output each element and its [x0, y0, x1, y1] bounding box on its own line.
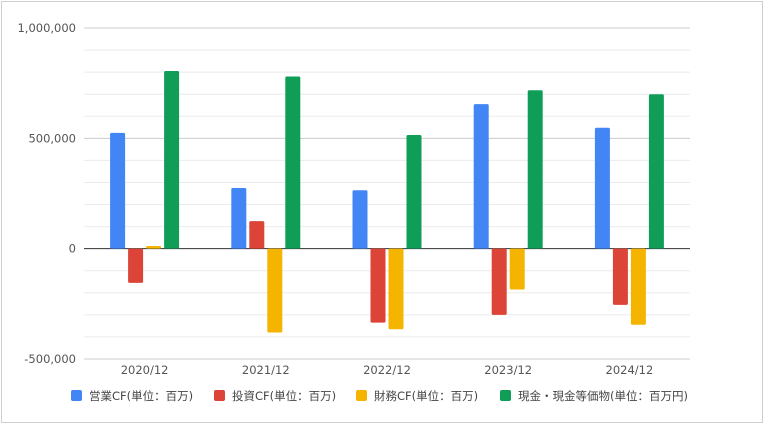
bar-3-2022-12	[388, 248, 404, 330]
legend-label: 財務CF(単位：百万)	[374, 389, 478, 403]
bar-1-2020-12	[110, 132, 126, 249]
bar-1-2023-12	[473, 104, 489, 249]
bar-2-2021-12	[249, 221, 265, 249]
y-tick-label: 0	[69, 242, 76, 256]
bar-2-2023-12	[491, 248, 507, 315]
bar-1-2021-12	[231, 187, 247, 249]
bar-4-2024-12	[648, 94, 664, 249]
bars	[110, 71, 664, 333]
legend-swatch	[71, 390, 82, 401]
bar-3-2024-12	[630, 248, 646, 325]
bar-4-2021-12	[285, 76, 301, 249]
bar-1-2022-12	[352, 190, 368, 249]
legend-swatch	[500, 390, 511, 401]
x-tick-label: 2022/12	[363, 363, 411, 377]
x-tick-label: 2020/12	[121, 363, 169, 377]
x-tick-label: 2023/12	[484, 363, 532, 377]
y-tick-label: 500,000	[28, 131, 76, 145]
bar-2-2020-12	[128, 248, 144, 283]
y-tick-label: -500,000	[24, 352, 76, 366]
bar-3-2021-12	[267, 248, 283, 333]
bar-4-2023-12	[527, 90, 543, 249]
bar-2-2024-12	[612, 248, 628, 305]
bar-1-2024-12	[594, 127, 610, 249]
x-tick-label: 2024/12	[606, 363, 654, 377]
legend-swatch	[214, 390, 225, 401]
legend-label: 投資CF(単位：百万)	[232, 389, 336, 403]
gridlines	[84, 27, 690, 360]
bar-4-2020-12	[164, 71, 180, 249]
legend-swatch	[356, 390, 367, 401]
x-axis: 2020/12 2021/12 2022/12 2023/12 2024/12	[121, 363, 654, 377]
bar-3-2023-12	[509, 248, 525, 290]
legend-label: 営業CF(単位：百万)	[89, 389, 193, 403]
y-axis: -500,000 0 500,000 1,000,000	[17, 21, 76, 366]
legend-label: 現金・現金等価物(単位：百万円)	[518, 389, 688, 403]
bar-2-2022-12	[370, 248, 386, 323]
legend: 営業CF(単位：百万) 投資CF(単位：百万) 財務CF(単位：百万) 現金・現金等価…	[71, 389, 688, 403]
bar-3-2020-12	[146, 246, 162, 249]
y-tick-label: 1,000,000	[17, 21, 76, 35]
x-tick-label: 2021/12	[242, 363, 290, 377]
bar-4-2022-12	[406, 135, 422, 249]
